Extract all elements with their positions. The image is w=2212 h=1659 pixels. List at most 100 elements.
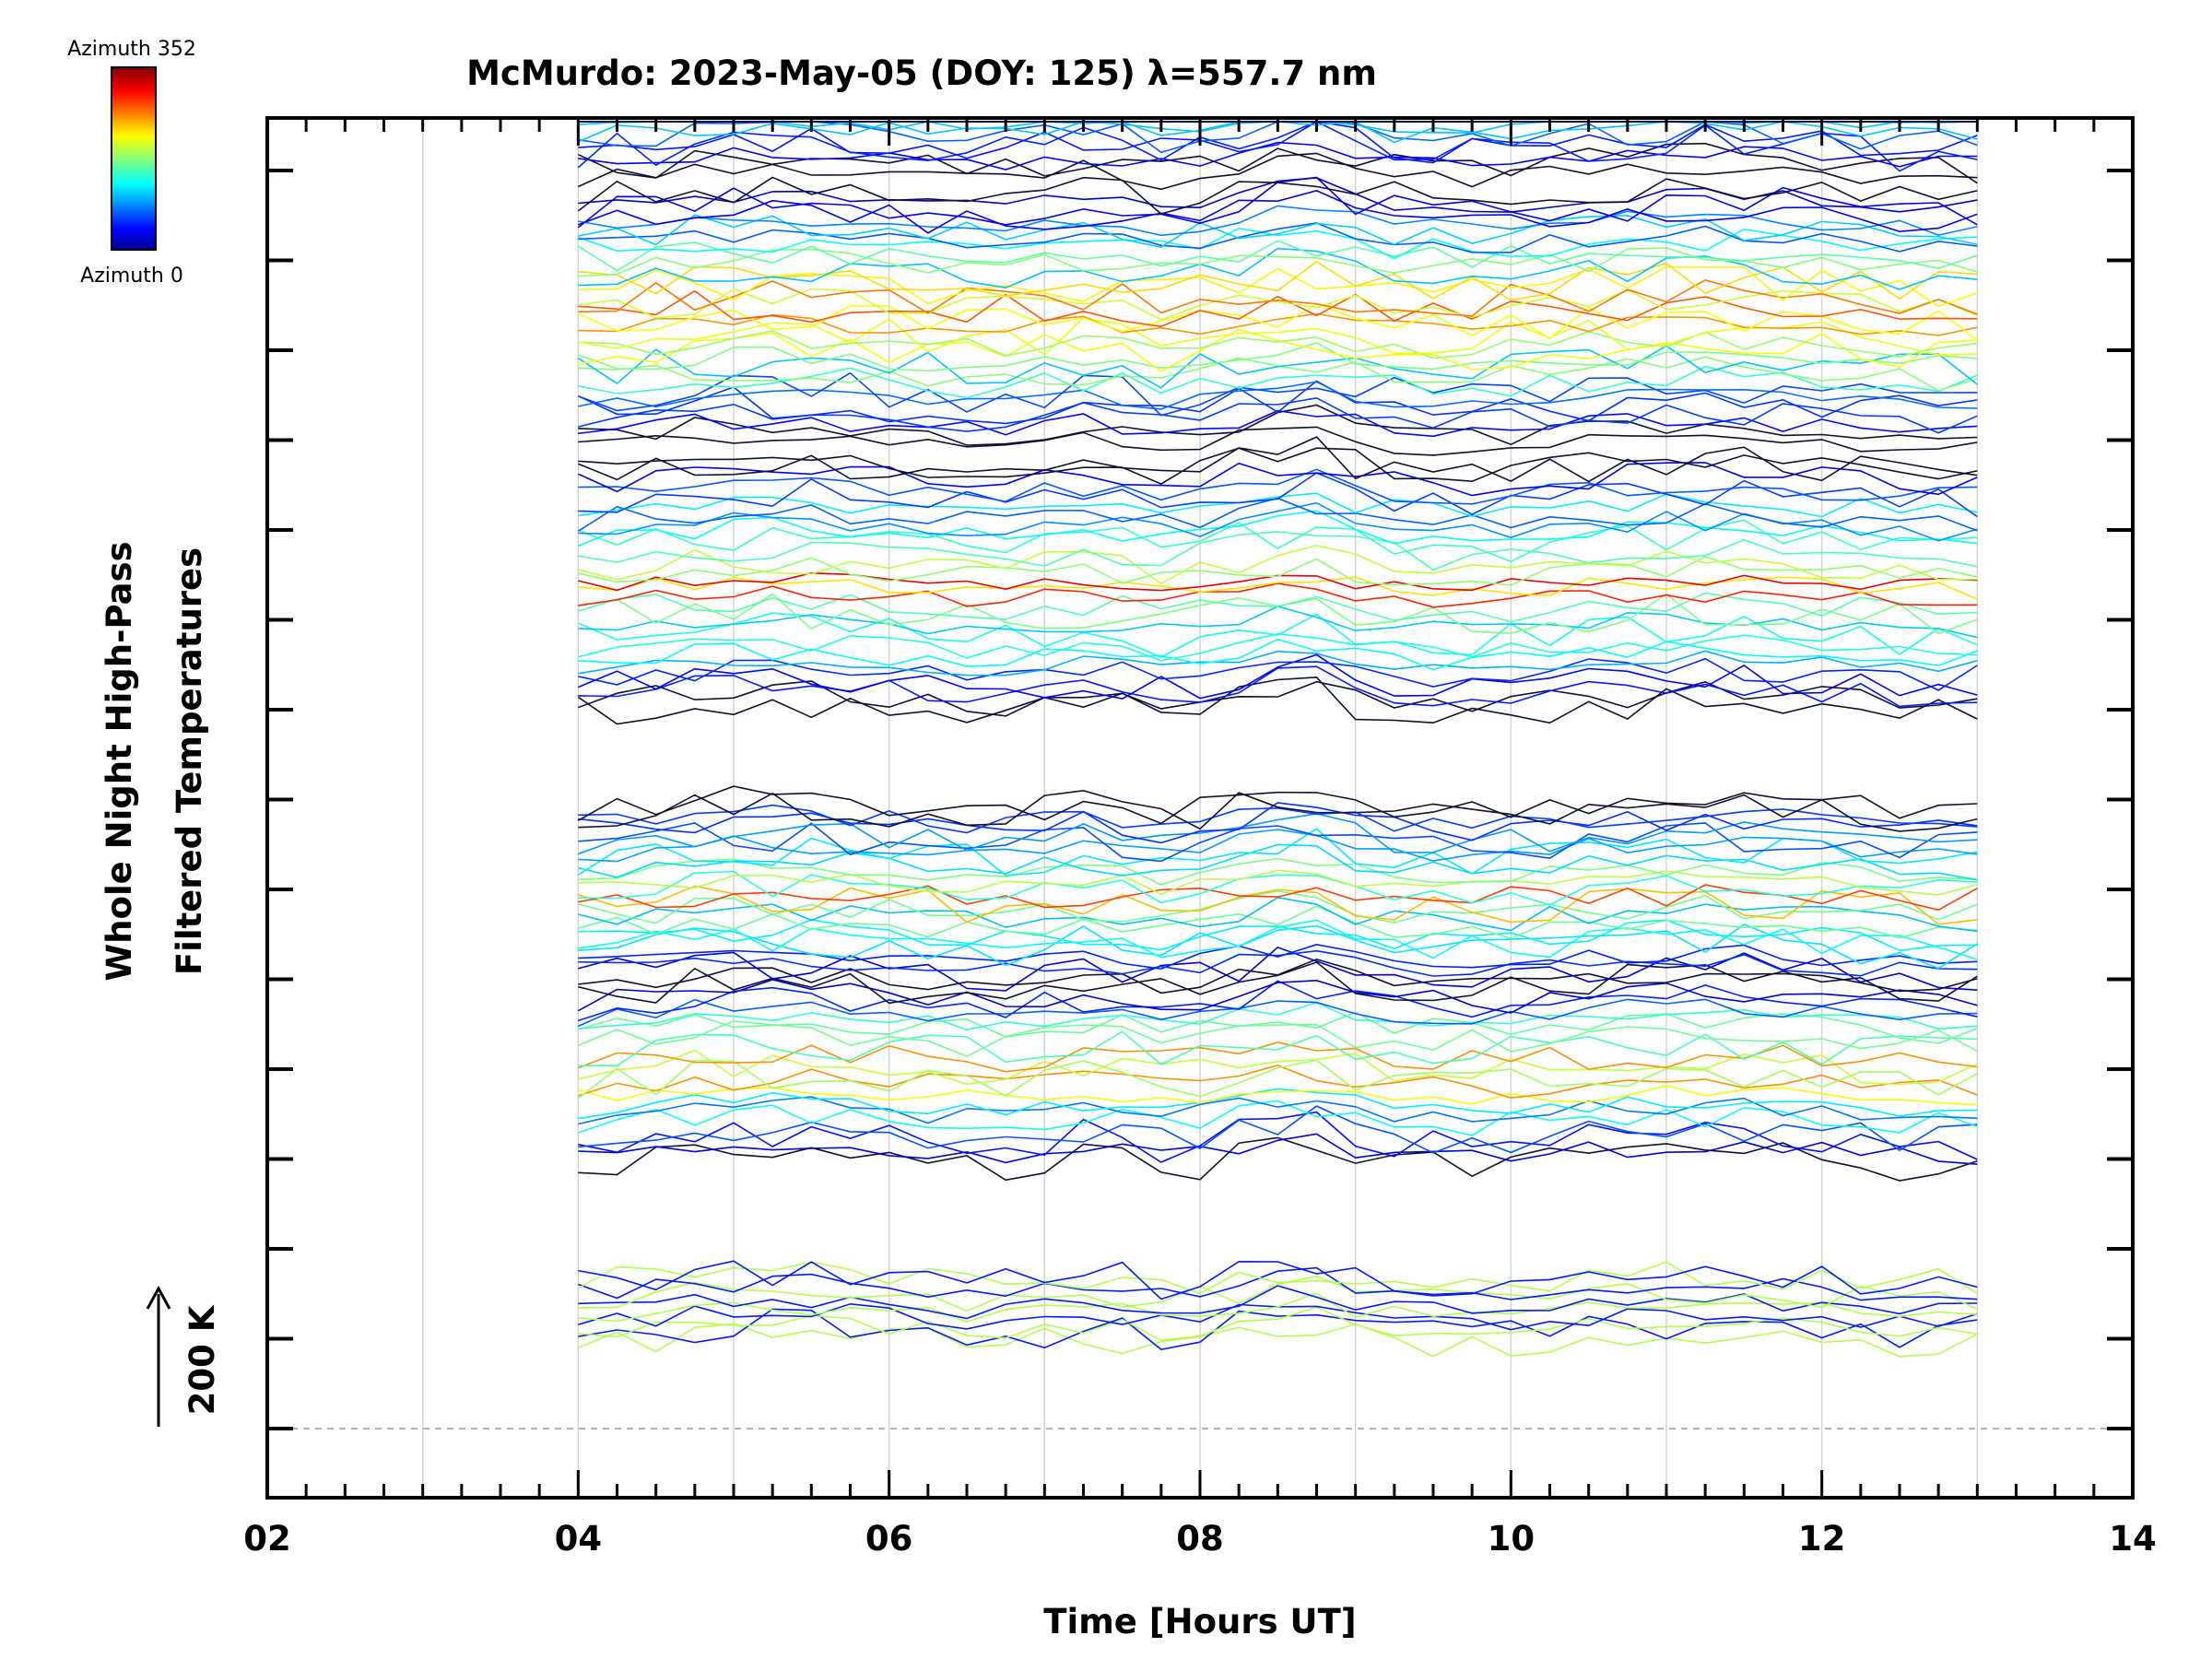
x-tick-label: 10 (1488, 1519, 1535, 1559)
series-line (577, 998, 1978, 1028)
series-line (578, 289, 1978, 328)
series-line (578, 870, 1978, 906)
x-axis-label: Time [Hours UT] (1043, 1602, 1356, 1641)
series-line (578, 980, 1978, 1022)
series-line (578, 657, 1978, 691)
series-line (578, 1260, 1978, 1300)
series-line (578, 638, 1978, 671)
series-line (578, 1049, 1978, 1086)
series-line (578, 665, 1978, 708)
series-line (578, 1041, 1978, 1073)
series-line (577, 176, 1978, 215)
series-line (577, 653, 1978, 700)
series-line (578, 214, 1978, 248)
series-line (578, 328, 1978, 372)
colorbar-bottom-label: Azimuth 0 (80, 265, 183, 288)
series-line (578, 576, 1978, 600)
series-line (578, 205, 1978, 237)
series-line (578, 1266, 1978, 1301)
series-line (577, 510, 1978, 547)
series-line (577, 785, 1978, 825)
series-line (577, 142, 1978, 184)
series-line (577, 979, 1978, 1014)
series-line (577, 1059, 1978, 1100)
series-line (578, 312, 1978, 336)
series-line (578, 949, 1978, 977)
series-line (578, 804, 1978, 834)
x-tick-label: 14 (2109, 1519, 2157, 1559)
series-line (578, 1084, 1978, 1106)
series-line (577, 828, 1978, 877)
series-line (578, 1285, 1978, 1320)
series-line (578, 409, 1978, 438)
series-line (578, 426, 1978, 456)
x-tick-label: 06 (865, 1519, 913, 1559)
scale-arrowhead (146, 1285, 171, 1310)
series-line (577, 152, 1978, 191)
series-line (577, 1261, 1978, 1295)
series-line (578, 650, 1978, 677)
series-line (578, 958, 1978, 994)
series-line (577, 612, 1978, 658)
series-line (578, 556, 1978, 586)
series-line (577, 345, 1978, 389)
series-line (578, 1133, 1978, 1165)
y-axis-label-line2: Filtered Temperatures (170, 547, 209, 975)
series-line (578, 365, 1978, 399)
series-line (578, 531, 1978, 571)
series-line (578, 261, 1978, 301)
x-tick-label: 12 (1798, 1519, 1846, 1559)
chart-title: McMurdo: 2023-May-05 (DOY: 125) λ=557.7 … (466, 53, 1377, 93)
series-line (578, 330, 1978, 359)
series-line (578, 802, 1978, 844)
series-line (577, 240, 1978, 272)
x-tick-labels: 02 04 06 08 10 12 14 (243, 1519, 2157, 1559)
series-line (578, 813, 1978, 855)
series-line (578, 632, 1978, 662)
series-line (578, 1308, 1978, 1350)
series-line (578, 1065, 1978, 1099)
series-line (577, 497, 1978, 532)
series-line (577, 462, 1978, 497)
series-line (577, 303, 1978, 341)
series-line (578, 680, 1978, 717)
series-line (578, 843, 1978, 881)
series-line (578, 1111, 1978, 1163)
series-line (577, 676, 1978, 725)
series-line (578, 890, 1978, 924)
series-line (578, 923, 1978, 970)
colorbar (111, 66, 157, 251)
series-line (578, 265, 1978, 308)
colorbar-top-label: Azimuth 352 (67, 38, 196, 61)
x-tick-label: 04 (555, 1519, 603, 1559)
series-line (577, 1019, 1978, 1057)
series-line (578, 1096, 1978, 1125)
series-line (578, 278, 1978, 317)
series-line (578, 1292, 1978, 1323)
y-axis-label-line1: Whole Night High-Pass (100, 541, 139, 981)
series-line (578, 822, 1978, 863)
series-line (578, 869, 1978, 896)
series-line (578, 789, 1978, 832)
series-line (578, 1323, 1978, 1358)
series-line (578, 447, 1978, 485)
x-tick-label: 02 (243, 1519, 291, 1559)
series-line (578, 829, 1978, 863)
series-line (577, 121, 1978, 172)
series-line (578, 1275, 1978, 1312)
series-line (578, 317, 1978, 356)
series-line (578, 288, 1978, 321)
series-line (577, 436, 1978, 483)
series-line (578, 545, 1978, 585)
series-line (578, 1105, 1978, 1154)
series-line (578, 190, 1978, 234)
series-group (577, 121, 1978, 1358)
series-line (578, 885, 1978, 925)
series-line (578, 571, 1978, 592)
series-line (578, 492, 1978, 518)
series-line (578, 1100, 1978, 1136)
series-line (578, 342, 1978, 372)
series-line (578, 519, 1978, 563)
series-line (578, 472, 1978, 518)
